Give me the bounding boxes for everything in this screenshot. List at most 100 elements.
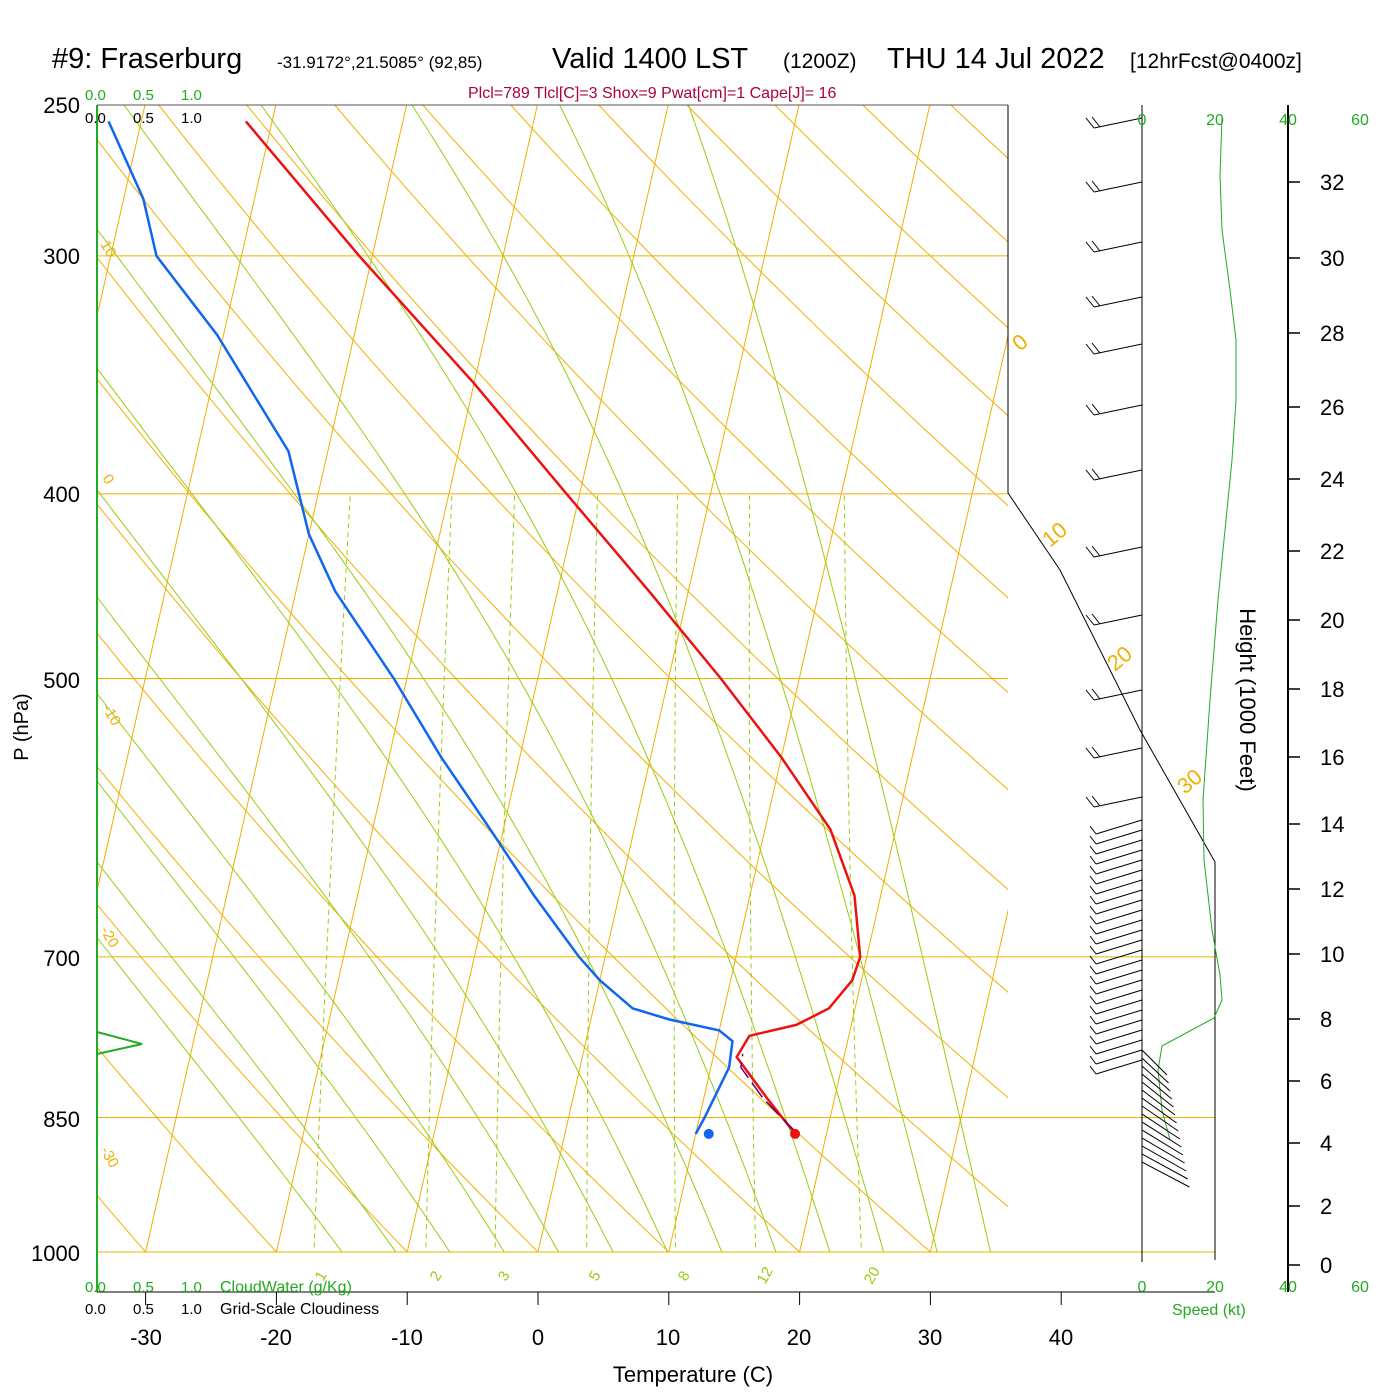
p-tick-1000: 1000 [31, 1241, 80, 1266]
dry-adiabat-line [97, 632, 670, 1252]
isotherm-label-10: 10 [97, 238, 120, 261]
mixing-ratio-label-5: 5 [586, 1268, 605, 1284]
moist-adiabat-line [97, 936, 343, 1252]
station-coords: -31.9172°,21.5085° (92,85) [277, 53, 482, 72]
t-tick-m10: -10 [391, 1325, 423, 1350]
dry-adiabat-line [422, 105, 1008, 694]
wind-barb-staff [1093, 614, 1143, 626]
cloud-scale-top-green-0: 0.0 [85, 87, 106, 104]
wind-barb-staff [1095, 919, 1143, 935]
t-tick-0: 0 [532, 1325, 544, 1350]
wind-barb-staff [1095, 899, 1143, 915]
dry-adiabat-line [510, 105, 1008, 599]
wind-barb-flag [1089, 1035, 1097, 1045]
wind-barb-flag [1089, 855, 1097, 865]
moist-adiabat-line [97, 692, 505, 1252]
x-axis-label: Temperature (C) [613, 1362, 773, 1387]
wind-barb-staff [1095, 889, 1143, 905]
wind-barb-staff [1095, 859, 1143, 875]
cloud-scale-top-black-1: 0.5 [133, 110, 154, 127]
wind-barb-staff [1095, 869, 1143, 885]
dry-adiabat-line [97, 1046, 277, 1252]
t-tick-20: 20 [787, 1325, 811, 1350]
wind-barb-flag [1091, 403, 1101, 415]
p-tick-400: 400 [43, 482, 80, 507]
wind-barb-flag [1089, 925, 1097, 935]
station-title: #9: Fraserburg [52, 43, 242, 75]
background-lines [96, 104, 1400, 1305]
wind-barb-staff [1141, 1129, 1184, 1156]
isotherm-label-m10: -10 [99, 702, 125, 729]
wind-barb-flag [1089, 1055, 1097, 1065]
cloud-scale-top-green-2: 1.0 [181, 87, 202, 104]
dry-adiabat-line [1303, 105, 1400, 1252]
cloud-scale-bottom-green-0: 0.0 [85, 1279, 106, 1296]
cloud-scale-bottom-green-2: 1.0 [181, 1279, 202, 1296]
cloudiness-label: Grid-Scale Cloudiness [220, 1301, 379, 1318]
p-tick-300: 300 [43, 244, 80, 269]
valid-date: THU 14 Jul 2022 [887, 43, 1105, 75]
mixing-ratio-label-20: 20 [861, 1264, 884, 1287]
y-axis-label: P (hPa) [11, 693, 33, 760]
theta-label-0: 0 [1007, 329, 1032, 356]
wind-barb-flag [1085, 241, 1095, 253]
wind-barb-flag [1089, 945, 1097, 955]
wind-barb-staff [1093, 343, 1143, 355]
cloud-scale-bottom-black-1: 0.5 [133, 1301, 154, 1318]
p-tick-500: 500 [43, 668, 80, 693]
dry-adiabat-line [1039, 105, 1400, 1252]
wind-barb-staff [1141, 1057, 1169, 1084]
wind-barb-flag [1089, 905, 1097, 915]
dry-adiabat-line [97, 138, 1008, 1099]
wind-barb-staff [1141, 1049, 1168, 1076]
speed-axis-label: Speed (kt) [1172, 1302, 1246, 1319]
wind-barb-staff [1141, 1137, 1185, 1164]
wind-barb-staff [1093, 296, 1143, 308]
wind-barb-flag [1089, 915, 1097, 925]
wind-barb-staff [1095, 839, 1143, 855]
cloud-scale-bottom-black-2: 1.0 [181, 1301, 202, 1318]
wind-barb-staff [1095, 1019, 1143, 1035]
mixing-ratio-label-2: 2 [427, 1268, 446, 1284]
wind-barb-flag [1089, 845, 1097, 855]
h-tick-14: 14 [1320, 812, 1344, 837]
wind-barb-staff [1093, 796, 1143, 808]
wind-barb-staff [1095, 959, 1143, 975]
h-tick-10: 10 [1320, 942, 1344, 967]
h-tick-22: 22 [1320, 539, 1344, 564]
wind-barb-staff [1095, 1009, 1143, 1025]
h-tick-4: 4 [1320, 1131, 1332, 1156]
cloudiness-marker [96, 1031, 143, 1055]
moist-adiabat-line [97, 367, 669, 1252]
h-tick-26: 26 [1320, 395, 1344, 420]
wind-barb-flag [1089, 895, 1097, 905]
t-tick-40: 40 [1049, 1325, 1073, 1350]
h-tick-18: 18 [1320, 677, 1344, 702]
moist-adiabat-line [688, 105, 992, 1252]
moist-adiabat-line [97, 780, 451, 1252]
wind-barb-staff [1141, 1113, 1181, 1140]
isotherm-line [929, 908, 1008, 1252]
wind-barb-flag [1085, 296, 1095, 308]
wind-barb-flag [1089, 1005, 1097, 1015]
wind-barb-flag [1089, 1065, 1097, 1075]
speed-bottom-60: 60 [1351, 1279, 1369, 1296]
t-tick-30: 30 [918, 1325, 942, 1350]
wind-barb-flag [1091, 180, 1101, 192]
surface-temperature-dot [790, 1128, 801, 1139]
wind-barb-staff [1093, 469, 1143, 481]
h-tick-28: 28 [1320, 321, 1344, 346]
wind-barb-staff [1095, 1039, 1143, 1055]
h-tick-2: 2 [1320, 1194, 1332, 1219]
h-tick-16: 16 [1320, 745, 1344, 770]
p-tick-250: 250 [43, 93, 80, 118]
clipped-background [97, 105, 1400, 1252]
wind-barb-flag [1089, 1015, 1097, 1025]
wind-barb-staff [1095, 969, 1143, 985]
theta-label-10: 10 [1037, 517, 1072, 552]
right-frame-outline [1007, 105, 1216, 1260]
dry-adiabat-line [97, 256, 1008, 1208]
dry-adiabat-line [1391, 105, 1400, 1252]
wind-barb-flag [1085, 614, 1095, 626]
cloud-scale-top-black-2: 1.0 [181, 110, 202, 127]
